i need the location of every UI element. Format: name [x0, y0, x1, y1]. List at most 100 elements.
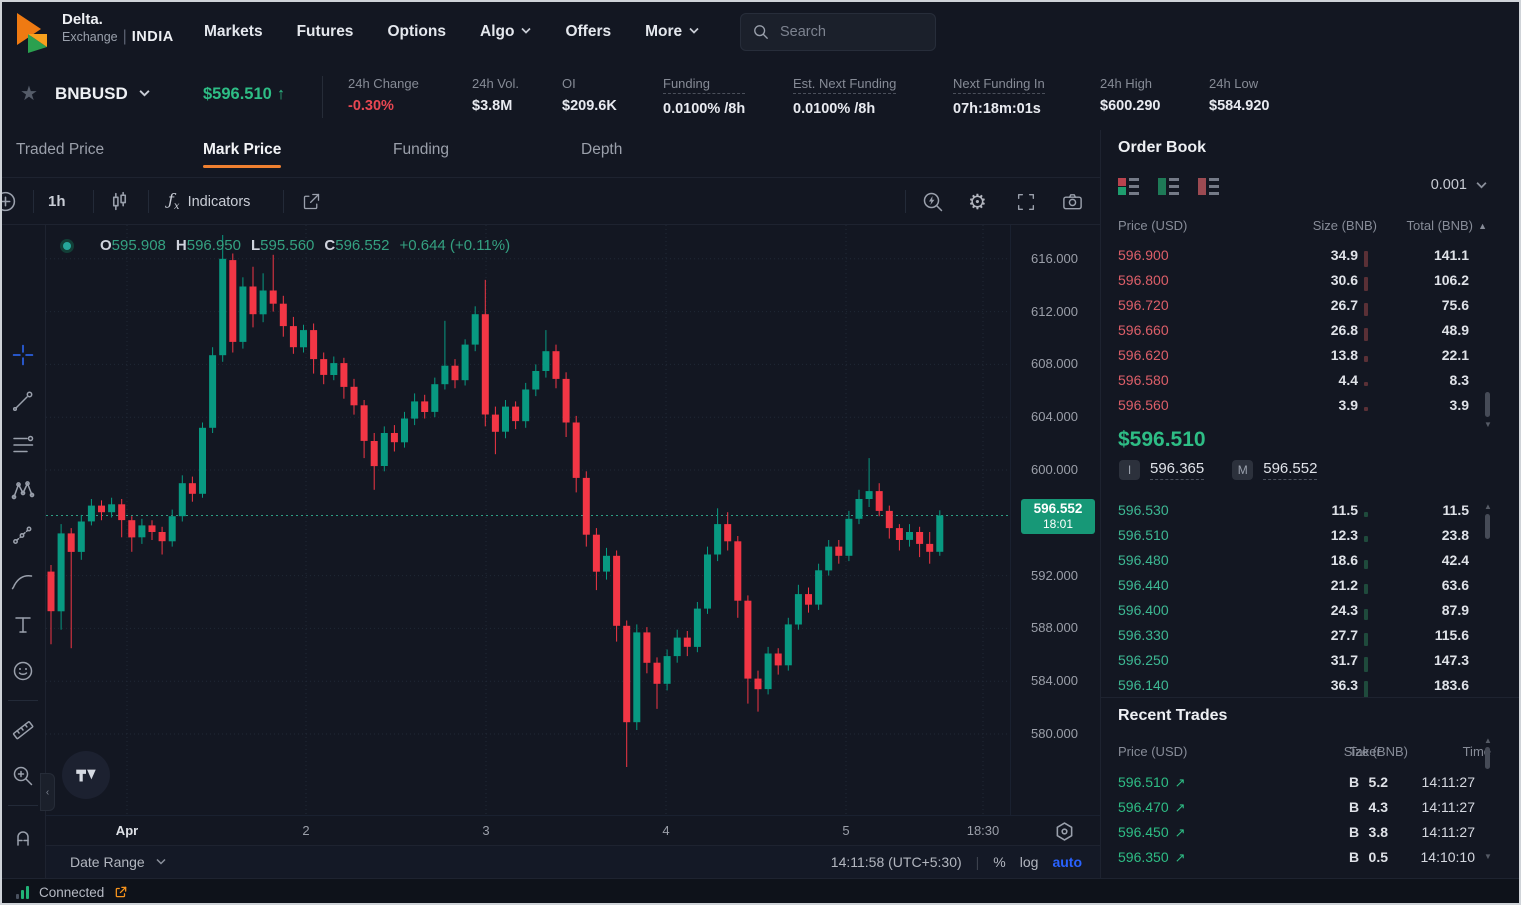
- y-axis-label: 584.000: [1031, 673, 1078, 689]
- quick-search-button[interactable]: [921, 178, 945, 224]
- rt-col-size: Size (BNB): [1343, 744, 1408, 759]
- scroll-down-arrow-icon[interactable]: ▼: [1484, 852, 1492, 861]
- magnet-mode-button[interactable]: [11, 825, 35, 849]
- order-book-bid-row[interactable]: 596.440 21.2 63.6: [1101, 573, 1501, 598]
- ob-size: 18.6: [1330, 552, 1358, 568]
- indicators-button[interactable]: ƒx Indicators: [168, 178, 250, 224]
- price-chart-canvas[interactable]: O595.908 H596.950 L595.560 C596.552 +0.644 (…: [46, 225, 1010, 815]
- group-size-dropdown[interactable]: 0.001: [1431, 177, 1487, 193]
- status-external-link-icon[interactable]: [114, 885, 128, 899]
- order-book-ask-row[interactable]: 596.800 30.6 106.2: [1101, 268, 1501, 293]
- search-input[interactable]: [778, 23, 922, 41]
- camera-icon: [1063, 194, 1082, 210]
- session-clock[interactable]: 14:11:58 (UTC+5:30): [830, 854, 962, 870]
- index-price-value[interactable]: 596.365: [1150, 460, 1205, 480]
- order-book-ask-row[interactable]: 596.660 26.8 48.9: [1101, 318, 1501, 343]
- order-book-ask-row[interactable]: 596.580 4.4 8.3: [1101, 368, 1501, 393]
- order-book-ask-row[interactable]: 596.900 34.9 141.1: [1101, 243, 1501, 268]
- fib-retracement-tool-button[interactable]: [11, 433, 35, 457]
- time-axis[interactable]: Apr 2 3 4 5 18:30: [46, 815, 1100, 845]
- add-symbol-button[interactable]: [0, 178, 17, 224]
- auto-scale-toggle[interactable]: auto: [1052, 854, 1082, 870]
- trade-direction-up-icon: ↗: [1174, 850, 1186, 865]
- scroll-up-arrow-icon[interactable]: ▲: [1484, 736, 1492, 745]
- open-in-new-window-button[interactable]: [301, 178, 322, 224]
- xabcd-pattern-tool-button[interactable]: [11, 478, 35, 502]
- price-axis[interactable]: 616.000 612.000 608.000 604.000 600.000 592.0…: [1010, 225, 1100, 815]
- brush-tool-button[interactable]: [11, 568, 35, 592]
- text-tool-button[interactable]: [11, 613, 35, 637]
- snapshot-button[interactable]: [1061, 178, 1084, 224]
- order-book-bid-row[interactable]: 596.140 36.3 183.6: [1101, 673, 1501, 698]
- nav-item-algo[interactable]: Algo: [480, 23, 532, 41]
- order-book-bid-row[interactable]: 596.250 31.7 147.3: [1101, 648, 1501, 673]
- brand-name: Delta.: [62, 11, 103, 28]
- favorite-star-icon[interactable]: ★: [20, 83, 38, 105]
- stat-label[interactable]: Est. Next Funding: [793, 76, 897, 94]
- order-book-bid-row[interactable]: 596.400 24.3 87.9: [1101, 598, 1501, 623]
- order-book-bid-row[interactable]: 596.510 12.3 23.8: [1101, 523, 1501, 548]
- ticker-stat-24h-low: 24h Low $584.920: [1209, 76, 1269, 114]
- search-box[interactable]: [740, 13, 936, 51]
- forecast-tool-button[interactable]: [11, 523, 35, 547]
- emoji-tool-button[interactable]: [11, 659, 35, 683]
- percent-scale-toggle[interactable]: %: [993, 854, 1006, 870]
- toolbar-collapse-handle[interactable]: ‹: [40, 773, 55, 811]
- scroll-down-arrow-icon[interactable]: ▼: [1484, 420, 1492, 429]
- timezone-hexagon-icon[interactable]: [1054, 821, 1075, 842]
- trend-line-tool-button[interactable]: [11, 389, 35, 413]
- ob-price: 596.660: [1118, 322, 1169, 338]
- tab-funding[interactable]: Funding: [393, 130, 449, 178]
- ob-size: 26.7: [1330, 297, 1358, 313]
- trade-size: 0.5: [1368, 849, 1388, 865]
- asks-scrollbar-thumb[interactable]: [1485, 392, 1490, 417]
- trade-price: 596.450 ↗: [1118, 824, 1186, 840]
- order-book-view-both-button[interactable]: [1118, 178, 1139, 195]
- ob-depth-bar: [1364, 382, 1368, 386]
- trade-row: 596.470 ↗ B 4.3 14:11:27: [1101, 795, 1501, 820]
- delta-exchange-logo-icon[interactable]: [14, 10, 54, 54]
- nav-item-markets[interactable]: Markets: [204, 23, 263, 40]
- order-book-ask-row[interactable]: 596.560 3.9 3.9: [1101, 393, 1501, 418]
- date-range-selector[interactable]: Date Range: [70, 854, 166, 870]
- series-toggle-dot[interactable]: [60, 238, 74, 253]
- tab-mark-price[interactable]: Mark Price: [203, 130, 282, 178]
- nav-item-more[interactable]: More: [645, 23, 699, 41]
- stat-label[interactable]: Funding: [663, 76, 746, 94]
- order-book-ask-row[interactable]: 596.720 26.7 75.6: [1101, 293, 1501, 318]
- tradingview-logo[interactable]: [62, 751, 110, 799]
- stat-label[interactable]: Next Funding In: [953, 76, 1045, 94]
- scroll-up-arrow-icon[interactable]: ▲: [1484, 502, 1492, 511]
- crosshair-tool-button[interactable]: [11, 343, 35, 367]
- ob-size: 3.9: [1338, 397, 1358, 413]
- candle-style-button[interactable]: [108, 178, 131, 224]
- log-scale-toggle[interactable]: log: [1019, 854, 1039, 870]
- trades-scrollbar-thumb[interactable]: [1485, 747, 1490, 769]
- brush-tool-icon: [11, 575, 33, 590]
- order-book-bid-row[interactable]: 596.530 11.5 11.5: [1101, 498, 1501, 523]
- mark-price-value[interactable]: 596.552: [1263, 460, 1318, 480]
- symbol-selector[interactable]: BNBUSD: [55, 84, 151, 104]
- ob-depth-bar: [1364, 559, 1368, 569]
- order-book-view-bids-button[interactable]: [1158, 178, 1179, 195]
- nav-item-offers[interactable]: Offers: [565, 23, 612, 40]
- toolbar-divider: [8, 805, 38, 806]
- interval-selector[interactable]: 1h: [48, 193, 66, 210]
- nav-item-options[interactable]: Options: [387, 23, 446, 40]
- ob-depth-bar: [1364, 407, 1368, 411]
- chart-settings-button[interactable]: ⚙: [968, 178, 987, 224]
- x-axis-label: 2: [302, 823, 310, 838]
- order-book-bid-row[interactable]: 596.330 27.7 115.6: [1101, 623, 1501, 648]
- tab-traded-price[interactable]: Traded Price: [16, 130, 104, 178]
- zoom-in-tool-button[interactable]: [11, 764, 35, 788]
- order-book-view-asks-button[interactable]: [1198, 178, 1219, 195]
- sort-ascending-icon[interactable]: ▲: [1478, 221, 1487, 231]
- nav-item-futures[interactable]: Futures: [296, 23, 354, 40]
- order-book-bid-row[interactable]: 596.480 18.6 42.4: [1101, 548, 1501, 573]
- bids-scrollbar-thumb[interactable]: [1485, 514, 1490, 539]
- order-book-ask-row[interactable]: 596.620 13.8 22.1: [1101, 343, 1501, 368]
- ruler-tool-icon: [12, 721, 34, 740]
- ruler-tool-button[interactable]: [11, 716, 35, 740]
- tab-depth[interactable]: Depth: [581, 130, 622, 178]
- fullscreen-button[interactable]: [1015, 178, 1037, 224]
